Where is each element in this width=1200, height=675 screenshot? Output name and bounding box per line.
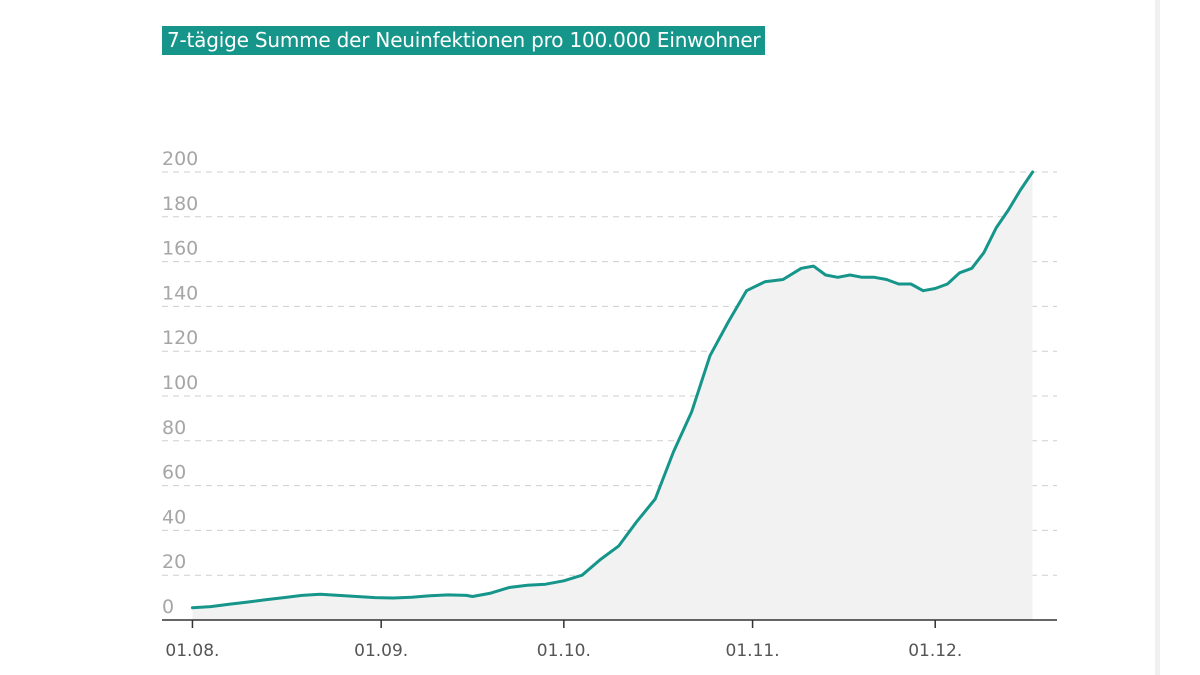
data-point-2020-10-10 [617, 545, 619, 547]
data-point-2020-10-22 [691, 411, 693, 413]
page-edge-divider [1155, 0, 1160, 675]
y-tick-label-40: 40 [162, 506, 186, 528]
y-tick-labels: 0 20 40 60 80 100 120 140 160 180 200 [162, 148, 198, 618]
data-point-2020-11-21 [873, 276, 875, 278]
data-point-2020-09-16 [471, 595, 473, 597]
y-tick-label-100: 100 [162, 372, 198, 394]
data-point-2020-08-04 [210, 605, 212, 607]
data-point-2020-12-09 [983, 251, 985, 253]
y-tick-label-180: 180 [162, 193, 198, 215]
data-point-2020-11-15 [837, 276, 839, 278]
data-point-2020-08-19 [301, 594, 303, 596]
data-point-2020-08-22 [319, 593, 321, 595]
data-point-2020-11-23 [885, 278, 887, 280]
x-tick-labels: 01.08. 01.09. 01.10. 01.11. 01.12. [165, 641, 962, 661]
data-point-2020-12-01 [934, 287, 936, 289]
y-tick-label-60: 60 [162, 462, 186, 484]
y-tick-label-20: 20 [162, 551, 186, 573]
data-point-2020-11-09 [800, 267, 802, 269]
series-area-fill [192, 172, 1033, 620]
data-point-2020-10-16 [654, 498, 656, 500]
data-point-2020-12-03 [946, 283, 948, 285]
data-point-2020-11-11 [812, 265, 814, 267]
data-point-2020-11-17 [849, 274, 851, 276]
y-tick-label-0: 0 [162, 596, 174, 618]
data-point-2020-09-12 [447, 594, 449, 596]
data-point-2020-12-11 [995, 227, 997, 229]
y-tick-label-200: 200 [162, 148, 198, 170]
data-point-2020-09-25 [526, 584, 528, 586]
x-tick-label-01.09.: 01.09. [354, 641, 408, 661]
data-point-2020-11-29 [922, 290, 924, 292]
data-point-2020-08-25 [337, 594, 339, 596]
y-tick-label-140: 140 [162, 282, 198, 304]
area-fill-layer [192, 172, 1033, 620]
data-point-2020-10-01 [563, 580, 565, 582]
axes [162, 619, 1057, 628]
y-tick-label-80: 80 [162, 417, 186, 439]
data-point-2020-10-19 [672, 451, 674, 453]
data-point-2020-09-03 [392, 597, 394, 599]
x-tick-label-01.10.: 01.10. [537, 641, 591, 661]
data-point-2020-11-25 [898, 283, 900, 285]
data-point-2020-10-07 [599, 558, 601, 560]
data-point-2020-08-01 [191, 607, 193, 609]
data-point-2020-08-07 [228, 603, 230, 605]
data-point-2020-09-09 [429, 595, 431, 597]
y-tick-label-120: 120 [162, 327, 198, 349]
x-tick-label-01.12.: 01.12. [908, 641, 962, 661]
data-point-2020-08-13 [264, 599, 266, 601]
data-point-2020-09-15 [465, 594, 467, 596]
data-point-2020-10-13 [636, 520, 638, 522]
data-point-2020-09-28 [544, 583, 546, 585]
data-point-2020-09-19 [490, 592, 492, 594]
data-point-2020-12-05 [958, 272, 960, 274]
data-point-2020-08-31 [374, 596, 376, 598]
data-point-2020-08-10 [246, 601, 248, 603]
data-point-2020-09-06 [410, 596, 412, 598]
data-point-2020-08-28 [356, 595, 358, 597]
data-point-2020-11-06 [782, 278, 784, 280]
data-point-2020-10-04 [581, 574, 583, 576]
data-point-2020-11-27 [910, 283, 912, 285]
data-point-2020-12-07 [971, 267, 973, 269]
data-point-2020-09-22 [508, 586, 510, 588]
data-point-2020-10-31 [745, 290, 747, 292]
series-line-layer [190, 170, 1035, 610]
chart-title: 7-tägige Summe der Neuinfektionen pro 10… [162, 26, 766, 55]
data-point-2020-08-16 [283, 596, 285, 598]
y-tick-label-160: 160 [162, 238, 198, 260]
x-tick-label-01.11.: 01.11. [726, 641, 780, 661]
series-line [190, 170, 1035, 610]
data-point-2020-12-17 [1031, 171, 1033, 173]
data-point-2020-10-25 [709, 355, 711, 357]
data-point-2020-12-15 [1019, 189, 1021, 191]
data-point-2020-11-03 [764, 281, 766, 283]
data-point-2020-11-13 [824, 274, 826, 276]
x-tick-label-01.08.: 01.08. [165, 641, 219, 661]
data-point-2020-12-13 [1007, 209, 1009, 211]
data-point-2020-10-28 [727, 321, 729, 323]
data-point-2020-11-19 [861, 276, 863, 278]
